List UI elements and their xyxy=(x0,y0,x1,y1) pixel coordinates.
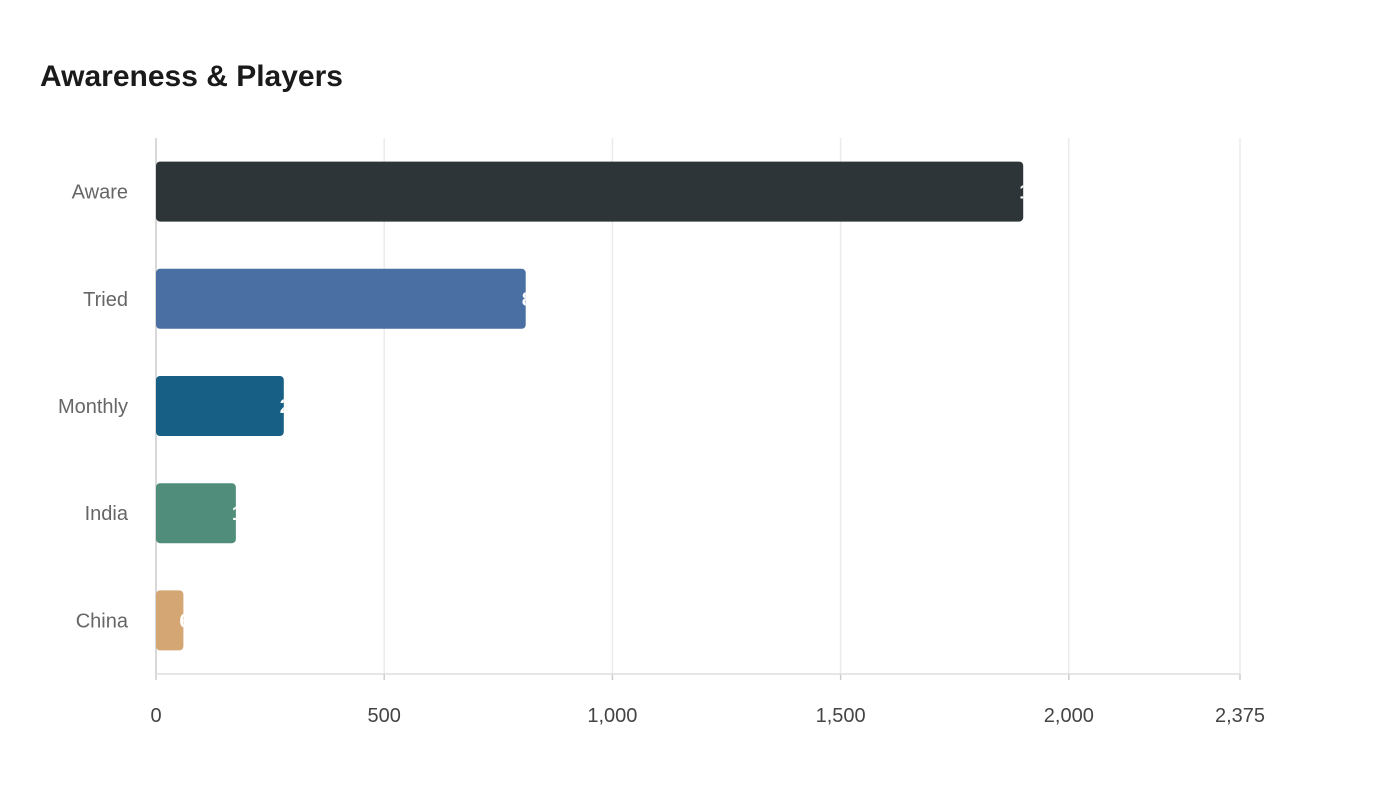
data-label: 175 xyxy=(232,503,265,525)
bar-tried xyxy=(156,268,526,329)
data-label: 1,900 xyxy=(1019,182,1069,204)
x-tick-label: 2,375 xyxy=(1215,705,1265,727)
data-label: 810 xyxy=(522,289,555,311)
category-label: Aware xyxy=(72,182,128,204)
bar-monthly xyxy=(156,376,284,436)
category-label: Tried xyxy=(83,289,128,311)
data-label: 60 xyxy=(179,610,201,632)
category-label: Monthly xyxy=(58,396,128,418)
x-tick-label: 500 xyxy=(368,705,401,727)
category-label: India xyxy=(85,503,129,525)
category-label: China xyxy=(76,610,129,632)
bar-india xyxy=(156,483,236,544)
x-tick-label: 1,500 xyxy=(816,705,866,727)
bar-aware xyxy=(156,161,1024,222)
data-label: 280 xyxy=(280,396,313,418)
x-tick-label: 2,000 xyxy=(1044,705,1094,727)
chart-title: Awareness & Players xyxy=(40,60,343,93)
x-tick-label: 0 xyxy=(150,705,161,727)
x-tick-label: 1,000 xyxy=(587,705,637,727)
bar-china xyxy=(156,590,184,651)
